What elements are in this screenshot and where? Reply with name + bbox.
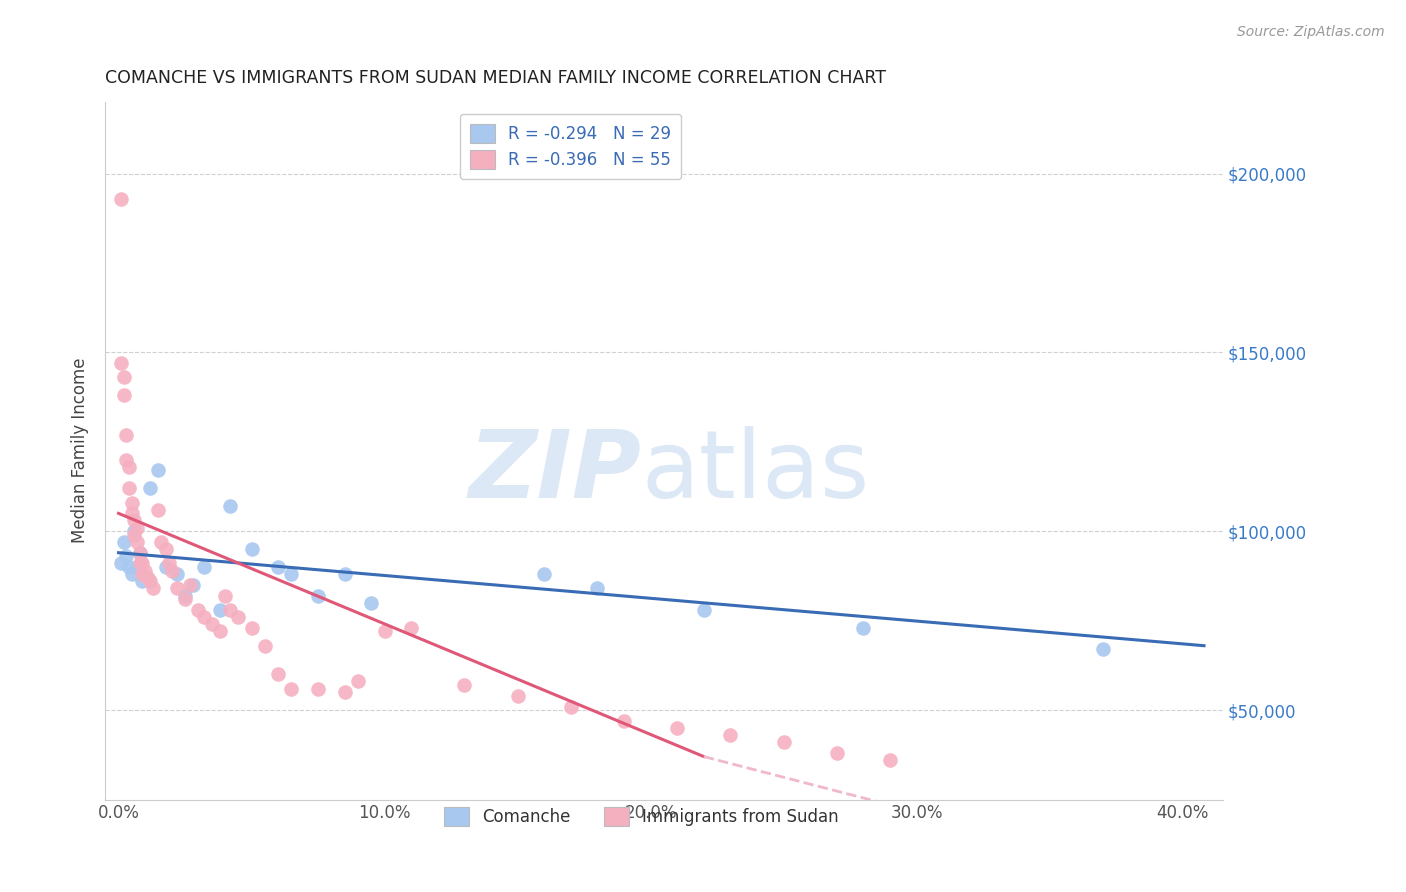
Point — [155, 542, 177, 557]
Point — [506, 689, 529, 703]
Point — [399, 621, 422, 635]
Legend: Comanche, Immigrants from Sudan: Comanche, Immigrants from Sudan — [437, 800, 846, 833]
Point — [139, 574, 162, 589]
Point — [193, 560, 215, 574]
Point — [533, 567, 555, 582]
Point — [347, 674, 370, 689]
Point — [127, 521, 149, 535]
Text: ZIP: ZIP — [468, 425, 641, 517]
Point — [219, 603, 242, 617]
Point — [139, 481, 162, 495]
Point — [307, 589, 329, 603]
Point — [240, 542, 263, 557]
Point — [613, 714, 636, 728]
Point — [124, 514, 146, 528]
Point — [240, 621, 263, 635]
Point — [307, 681, 329, 696]
Point — [166, 567, 188, 582]
Point — [128, 546, 150, 560]
Point — [586, 582, 609, 596]
Point — [187, 603, 209, 617]
Text: Source: ZipAtlas.com: Source: ZipAtlas.com — [1237, 25, 1385, 39]
Point — [124, 524, 146, 539]
Point — [879, 753, 901, 767]
Point — [110, 356, 132, 370]
Point — [772, 735, 794, 749]
Point — [124, 528, 146, 542]
Point — [115, 452, 138, 467]
Point — [267, 560, 290, 574]
Point — [253, 639, 276, 653]
Point — [226, 610, 249, 624]
Point — [136, 571, 159, 585]
Point — [160, 564, 183, 578]
Point — [333, 567, 356, 582]
Point — [110, 192, 132, 206]
Point — [142, 582, 165, 596]
Point — [150, 535, 173, 549]
Point — [118, 459, 141, 474]
Point — [181, 578, 204, 592]
Point — [131, 574, 153, 589]
Y-axis label: Median Family Income: Median Family Income — [72, 358, 89, 543]
Point — [214, 589, 236, 603]
Point — [360, 596, 382, 610]
Point — [148, 502, 170, 516]
Point — [208, 624, 231, 639]
Point — [115, 427, 138, 442]
Point — [333, 685, 356, 699]
Point — [280, 567, 302, 582]
Point — [179, 578, 201, 592]
Text: COMANCHE VS IMMIGRANTS FROM SUDAN MEDIAN FAMILY INCOME CORRELATION CHART: COMANCHE VS IMMIGRANTS FROM SUDAN MEDIAN… — [105, 69, 886, 87]
Point — [128, 557, 150, 571]
Point — [110, 557, 132, 571]
Point — [134, 564, 156, 578]
Point — [1091, 642, 1114, 657]
Point — [157, 557, 180, 571]
Point — [112, 535, 135, 549]
Point — [121, 506, 143, 520]
Point — [131, 557, 153, 571]
Point — [131, 567, 153, 582]
Point — [166, 582, 188, 596]
Point — [115, 549, 138, 564]
Point — [112, 370, 135, 384]
Point — [720, 728, 742, 742]
Point — [193, 610, 215, 624]
Point — [267, 667, 290, 681]
Point — [128, 546, 150, 560]
Point — [127, 535, 149, 549]
Point — [453, 678, 475, 692]
Point — [560, 699, 582, 714]
Point — [219, 499, 242, 513]
Point — [666, 721, 689, 735]
Point — [852, 621, 875, 635]
Point — [208, 603, 231, 617]
Point — [280, 681, 302, 696]
Point — [155, 560, 177, 574]
Point — [121, 567, 143, 582]
Point — [693, 603, 716, 617]
Point — [148, 463, 170, 477]
Point — [127, 560, 149, 574]
Point — [118, 560, 141, 574]
Point — [174, 592, 197, 607]
Text: atlas: atlas — [641, 425, 870, 517]
Point — [112, 388, 135, 402]
Point — [201, 617, 224, 632]
Point — [174, 589, 197, 603]
Point — [374, 624, 396, 639]
Point — [121, 495, 143, 509]
Point — [825, 746, 848, 760]
Point — [118, 481, 141, 495]
